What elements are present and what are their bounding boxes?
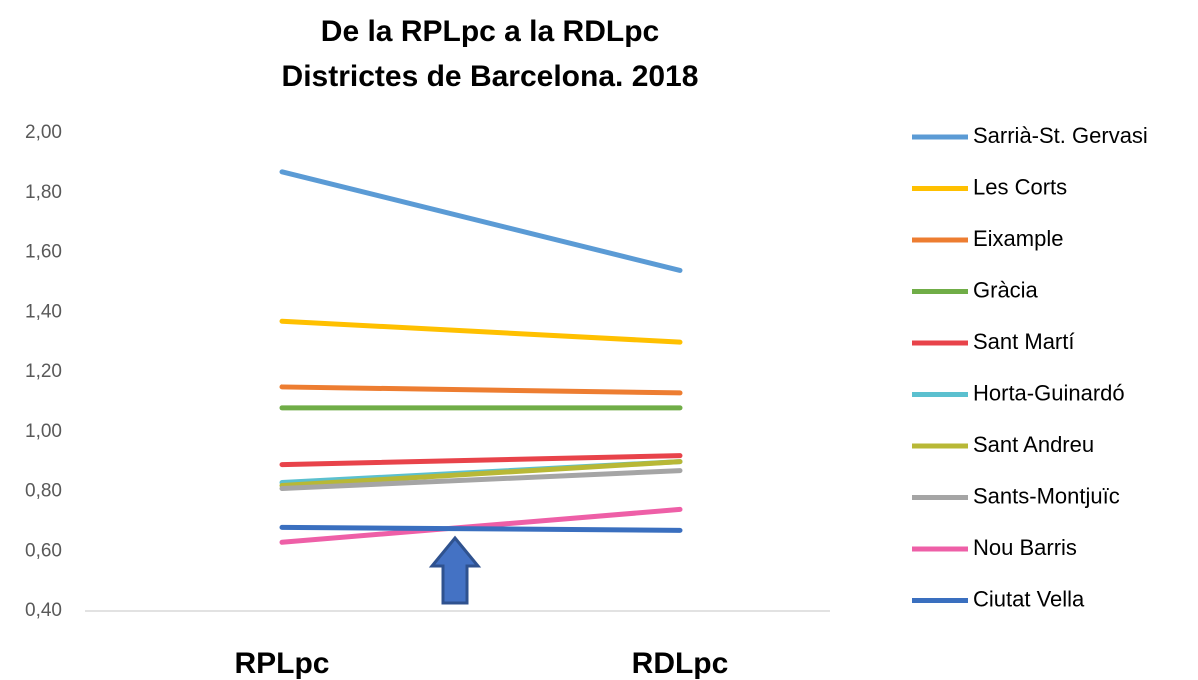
y-tick-label: 1,00: [25, 421, 62, 442]
x-tick-label: RDLpc: [632, 647, 729, 680]
chart-title: De la RPLpc a la RDLpc: [321, 15, 659, 48]
chart-subtitle: Districtes de Barcelona. 2018: [282, 60, 699, 93]
series-line: [279, 453, 683, 468]
y-tick-label: 1,20: [25, 361, 62, 382]
legend-label: Ciutat Vella: [973, 586, 1085, 611]
series-line: [279, 384, 683, 396]
y-tick-label: 1,60: [25, 242, 62, 263]
y-tick-label: 0,60: [25, 540, 62, 561]
legend-label: Sant Andreu: [973, 432, 1094, 457]
y-tick-label: 1,80: [25, 182, 62, 203]
y-tick-label: 0,80: [25, 481, 62, 502]
series-line: [279, 524, 683, 533]
y-tick-label: 1,40: [25, 301, 62, 322]
series-line: [279, 506, 683, 545]
series-line: [279, 468, 683, 492]
series-line: [279, 459, 683, 489]
legend-label: Sants-Montjuïc: [973, 483, 1120, 508]
series-line: [279, 318, 683, 345]
y-tick-label: 0,40: [25, 600, 62, 621]
legend-label: Nou Barris: [973, 535, 1077, 560]
x-tick-label: RPLpc: [234, 647, 329, 680]
legend-label: Horta-Guinardó: [973, 380, 1125, 405]
legend-label: Gràcia: [973, 277, 1039, 302]
legend-label: Sant Martí: [973, 329, 1074, 354]
series-line: [279, 169, 683, 273]
legend-label: Sarrià-St. Gervasi: [973, 123, 1148, 148]
arrow-annotation: [428, 535, 482, 605]
legend-label: Les Corts: [973, 174, 1067, 199]
y-tick-label: 2,00: [25, 122, 62, 143]
legend-label: Eixample: [973, 226, 1063, 251]
